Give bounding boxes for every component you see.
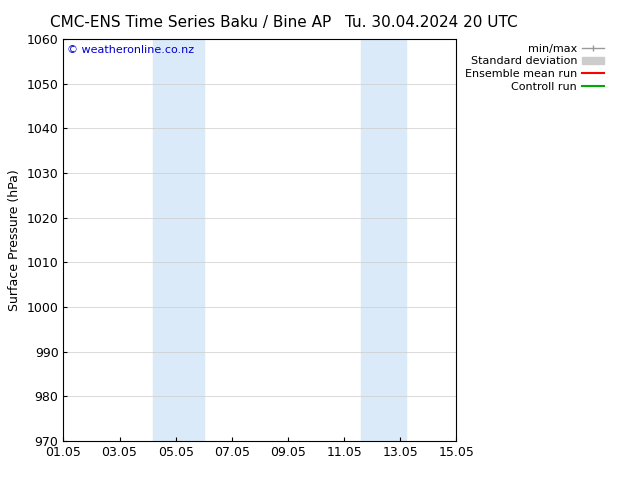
- Text: CMC-ENS Time Series Baku / Bine AP: CMC-ENS Time Series Baku / Bine AP: [49, 15, 331, 30]
- Text: © weatheronline.co.nz: © weatheronline.co.nz: [67, 45, 195, 55]
- Bar: [153, 39, 204, 441]
- Y-axis label: Surface Pressure (hPa): Surface Pressure (hPa): [8, 169, 21, 311]
- Legend: min/max, Standard deviation, Ensemble mean run, Controll run: min/max, Standard deviation, Ensemble me…: [460, 39, 608, 97]
- Bar: [361, 39, 406, 441]
- Text: Tu. 30.04.2024 20 UTC: Tu. 30.04.2024 20 UTC: [345, 15, 517, 30]
